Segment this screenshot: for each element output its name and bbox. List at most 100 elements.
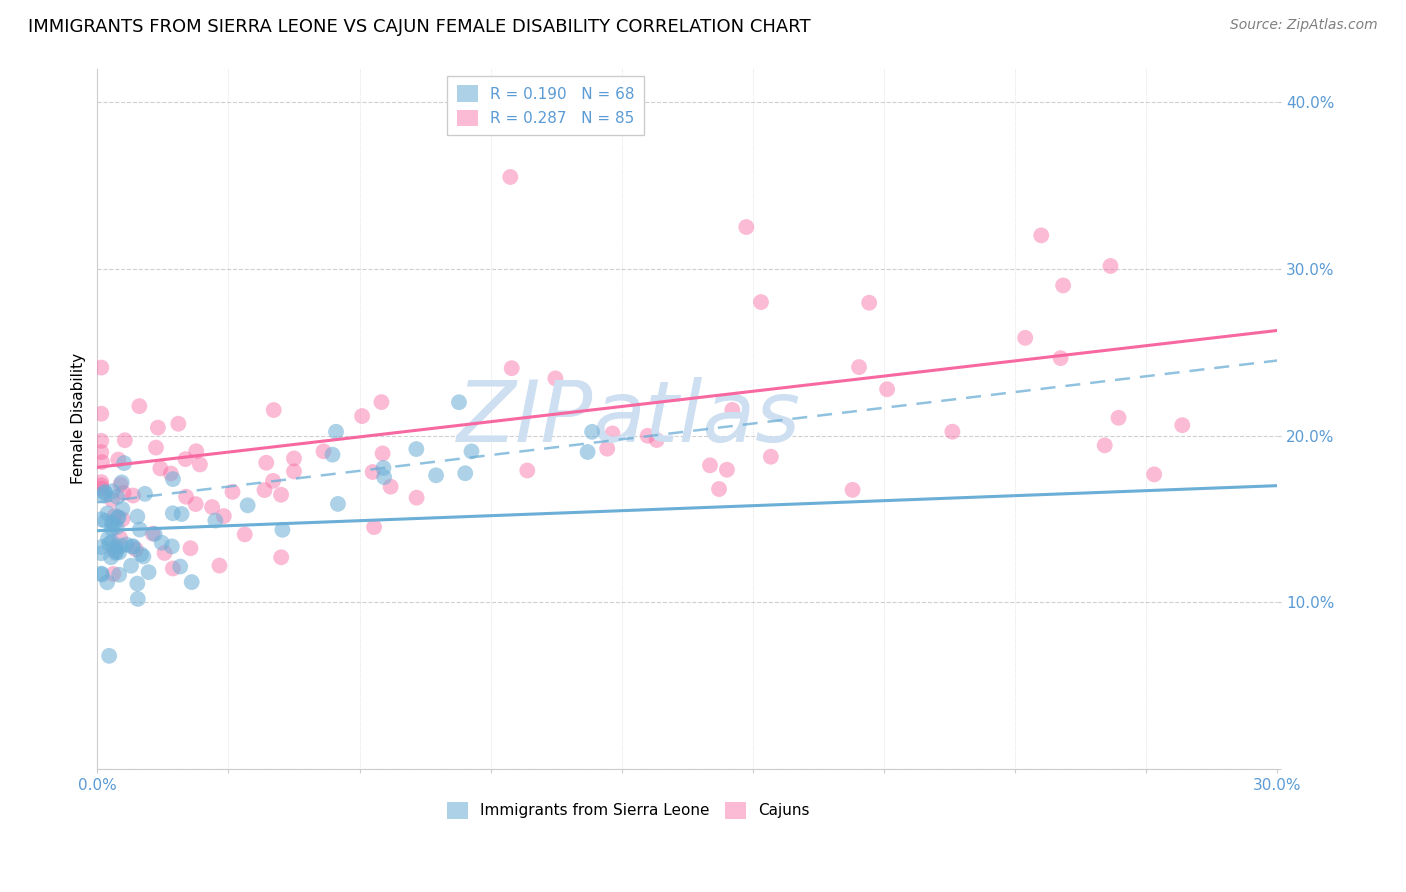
Point	[107, 452, 129, 467]
Point	[107, 510, 129, 524]
Point	[1031, 228, 1053, 243]
Point	[129, 547, 152, 561]
Point	[447, 395, 470, 409]
Point	[352, 409, 374, 423]
Point	[162, 561, 184, 575]
Point	[128, 399, 150, 413]
Point	[162, 506, 184, 520]
Legend: Immigrants from Sierra Leone, Cajuns: Immigrants from Sierra Leone, Cajuns	[440, 796, 815, 825]
Point	[188, 458, 211, 472]
Point	[107, 510, 129, 524]
Point	[98, 537, 121, 551]
Point	[94, 485, 117, 500]
Point	[208, 558, 231, 573]
Point	[108, 567, 131, 582]
Point	[170, 507, 193, 521]
Point	[174, 452, 197, 467]
Point	[103, 542, 125, 557]
Text: Source: ZipAtlas.com: Source: ZipAtlas.com	[1230, 18, 1378, 32]
Point	[112, 486, 135, 500]
Point	[363, 520, 385, 534]
Point	[236, 499, 259, 513]
Point	[699, 458, 721, 473]
Point	[96, 507, 118, 521]
Point	[145, 441, 167, 455]
Point	[93, 489, 115, 503]
Point	[134, 487, 156, 501]
Point	[112, 456, 135, 470]
Point	[425, 468, 447, 483]
Point	[326, 497, 349, 511]
Point	[103, 566, 125, 581]
Point	[1108, 410, 1130, 425]
Point	[405, 442, 427, 456]
Point	[581, 425, 603, 439]
Point	[321, 448, 343, 462]
Point	[270, 488, 292, 502]
Point	[707, 482, 730, 496]
Point	[1171, 418, 1194, 433]
Point	[146, 420, 169, 434]
Point	[373, 461, 395, 475]
Point	[460, 444, 482, 458]
Point	[1143, 467, 1166, 482]
Point	[184, 497, 207, 511]
Point	[169, 559, 191, 574]
Point	[721, 403, 744, 417]
Point	[110, 539, 132, 553]
Point	[90, 434, 112, 448]
Point	[270, 550, 292, 565]
Point	[122, 489, 145, 503]
Point	[312, 444, 335, 458]
Point	[111, 475, 134, 490]
Point	[848, 360, 870, 375]
Point	[120, 558, 142, 573]
Point	[1099, 259, 1122, 273]
Point	[499, 169, 522, 184]
Point	[108, 531, 131, 545]
Point	[186, 444, 208, 458]
Point	[142, 526, 165, 541]
Point	[98, 648, 121, 663]
Point	[143, 527, 166, 541]
Point	[735, 220, 758, 235]
Point	[115, 537, 138, 551]
Point	[1052, 278, 1074, 293]
Point	[160, 467, 183, 481]
Point	[132, 549, 155, 564]
Point	[602, 426, 624, 441]
Point	[100, 534, 122, 549]
Point	[167, 417, 190, 431]
Point	[716, 463, 738, 477]
Point	[941, 425, 963, 439]
Point	[90, 540, 112, 554]
Point	[150, 535, 173, 549]
Point	[380, 480, 402, 494]
Point	[501, 361, 523, 376]
Point	[125, 542, 148, 557]
Point	[645, 433, 668, 447]
Point	[101, 484, 124, 499]
Point	[93, 485, 115, 500]
Point	[104, 546, 127, 560]
Text: IMMIGRANTS FROM SIERRA LEONE VS CAJUN FEMALE DISABILITY CORRELATION CHART: IMMIGRANTS FROM SIERRA LEONE VS CAJUN FE…	[28, 18, 811, 36]
Point	[94, 514, 117, 528]
Point	[105, 545, 128, 559]
Point	[160, 540, 183, 554]
Point	[121, 540, 143, 554]
Point	[90, 512, 112, 526]
Point	[90, 482, 112, 496]
Point	[283, 464, 305, 478]
Point	[361, 465, 384, 479]
Point	[325, 425, 347, 439]
Point	[201, 500, 224, 514]
Point	[127, 591, 149, 606]
Point	[221, 484, 243, 499]
Point	[263, 403, 285, 417]
Point	[454, 467, 477, 481]
Point	[637, 429, 659, 443]
Point	[90, 445, 112, 459]
Point	[370, 395, 392, 409]
Text: ZIP: ZIP	[457, 377, 593, 460]
Point	[162, 472, 184, 486]
